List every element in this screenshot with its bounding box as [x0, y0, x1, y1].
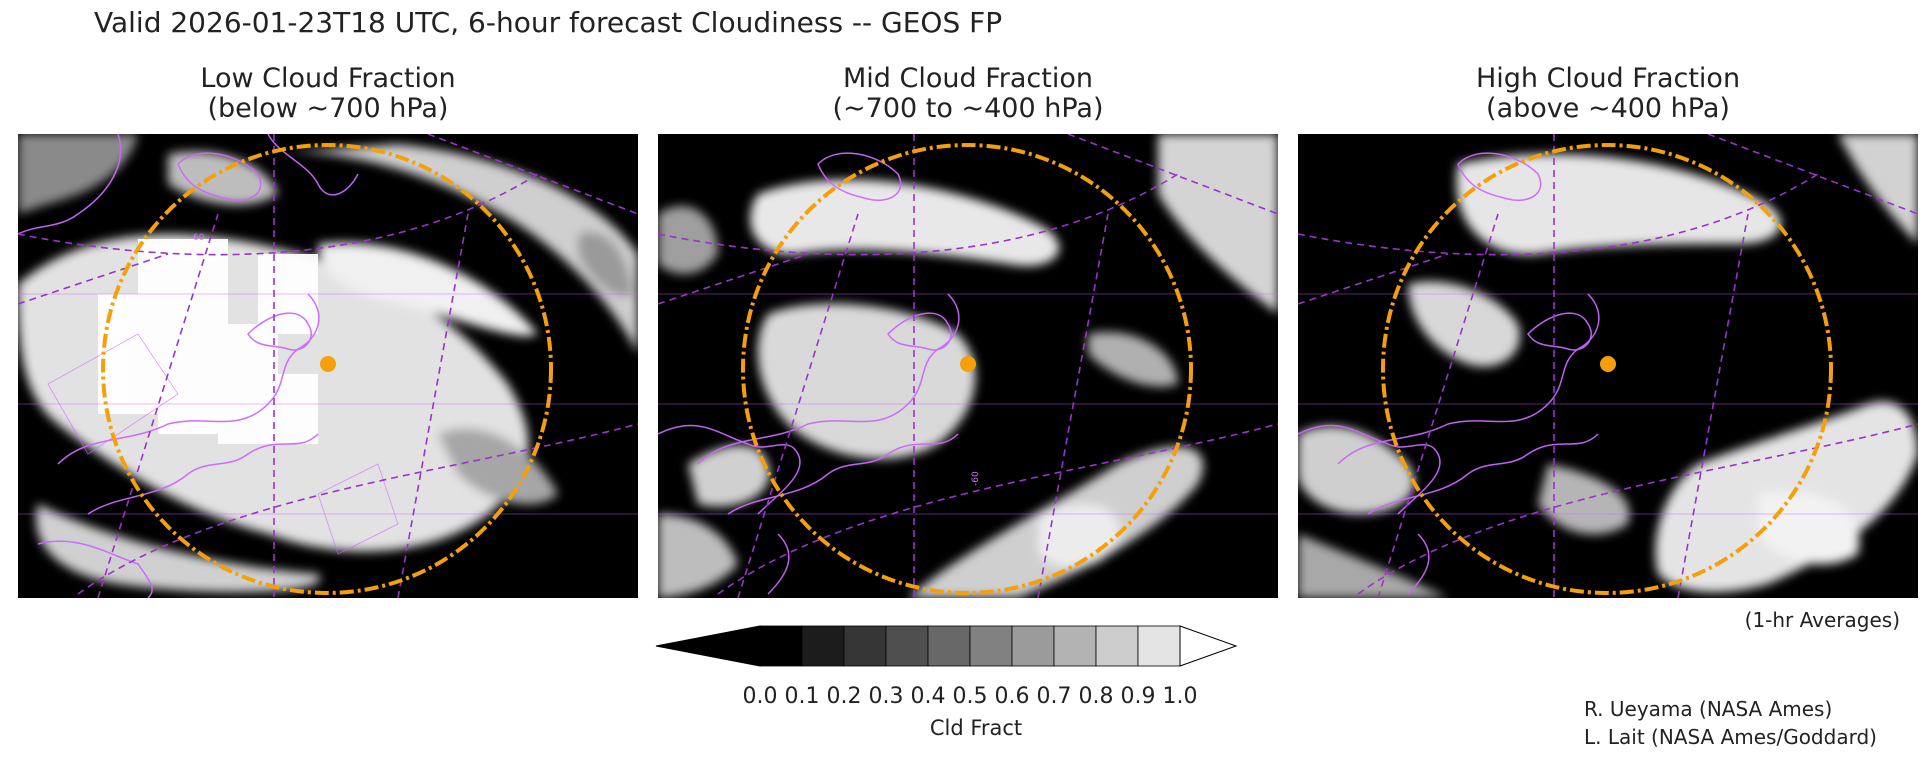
panel-title-high-line2: (above ~400 hPa)	[1486, 93, 1730, 124]
panel-title-mid-line2: (~700 to ~400 hPa)	[832, 93, 1104, 124]
credit-line-1: R. Ueyama (NASA Ames)	[1584, 697, 1833, 721]
panel-title-low: Low Cloud Fraction (below ~700 hPa)	[18, 64, 638, 124]
colorbar-swatch	[1053, 625, 1097, 667]
site-marker-mid	[960, 356, 976, 372]
credit-line-2: L. Lait (NASA Ames/Goddard)	[1584, 725, 1877, 749]
colorbar-swatch	[1011, 625, 1055, 667]
mid-cloud-map: -60	[658, 134, 1278, 598]
colorbar-over-arrow	[1179, 625, 1238, 667]
lat-label-low: 60	[193, 233, 205, 243]
colorbar-label: Cld Fract	[929, 716, 1023, 740]
colorbar-tick-label: 0.4	[910, 684, 946, 709]
lon-label-mid: -60	[971, 471, 981, 486]
high-cloud-map	[1298, 134, 1918, 598]
panel-title-low-line2: (below ~700 hPa)	[207, 93, 449, 124]
colorbar-swatch	[1137, 625, 1181, 667]
panel-title-mid-line1: Mid Cloud Fraction	[842, 63, 1093, 94]
colorbar	[654, 624, 1298, 672]
colorbar-swatch	[1095, 625, 1139, 667]
site-marker-low	[320, 356, 336, 372]
panel-title-mid: Mid Cloud Fraction (~700 to ~400 hPa)	[658, 64, 1278, 124]
colorbar-swatch	[759, 625, 803, 667]
averaging-note: (1-hr Averages)	[1744, 608, 1900, 632]
colorbar-tick-label: 0.0	[742, 684, 778, 709]
colorbar-tick-label: 0.9	[1120, 684, 1156, 709]
colorbar-swatch	[801, 625, 845, 667]
colorbar-tick-label: 0.5	[952, 684, 988, 709]
colorbar-under-arrow	[655, 625, 761, 667]
colorbar-swatch	[843, 625, 887, 667]
colorbar-tick-label: 1.0	[1162, 684, 1198, 709]
colorbar-tick-label: 0.7	[1036, 684, 1072, 709]
panel-title-high-line1: High Cloud Fraction	[1475, 63, 1741, 94]
colorbar-swatch	[969, 625, 1013, 667]
panel-title-low-line1: Low Cloud Fraction	[200, 63, 456, 94]
low-cloud-map: 60	[18, 134, 638, 598]
figure-title: Valid 2026-01-23T18 UTC, 6-hour forecast…	[94, 6, 1003, 39]
colorbar-tick-label: 0.8	[1078, 684, 1114, 709]
colorbar-swatch	[885, 625, 929, 667]
site-marker-high	[1600, 356, 1616, 372]
colorbar-tick-label: 0.2	[826, 684, 862, 709]
panel-title-high: High Cloud Fraction (above ~400 hPa)	[1298, 64, 1918, 124]
colorbar-tick-label: 0.1	[784, 684, 820, 709]
colorbar-tick-label: 0.6	[994, 684, 1030, 709]
colorbar-tick-label: 0.3	[868, 684, 904, 709]
colorbar-swatch	[927, 625, 971, 667]
